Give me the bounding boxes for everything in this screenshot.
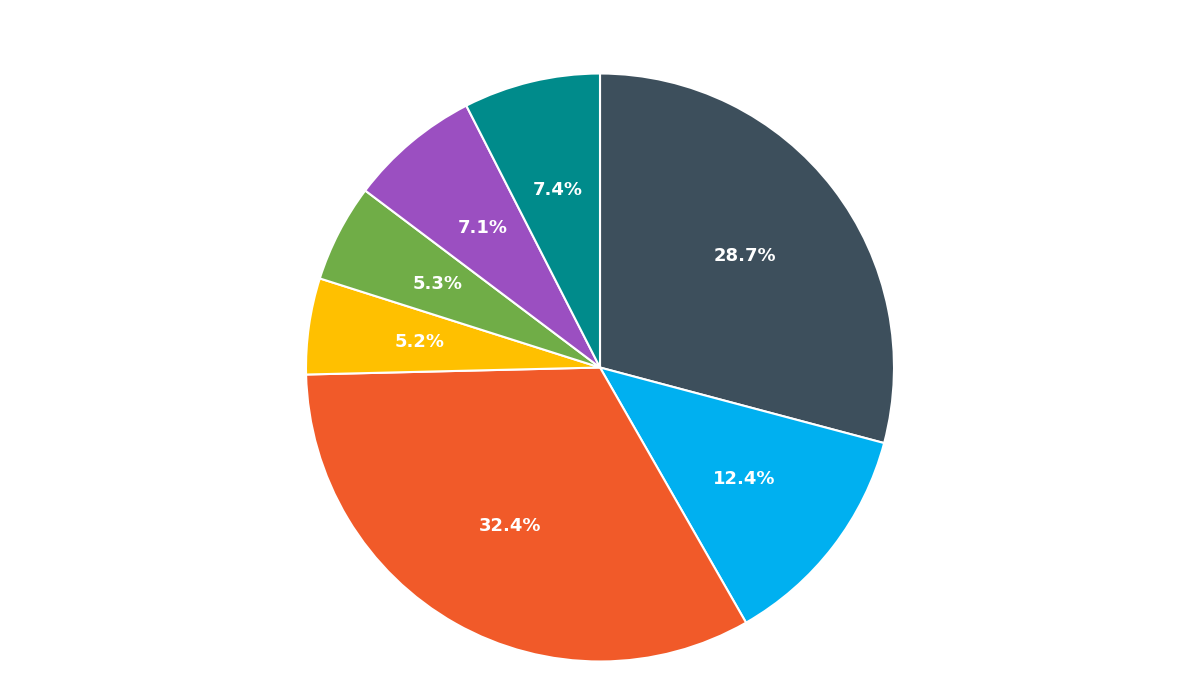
Text: 28.7%: 28.7% [713,247,776,265]
Wedge shape [306,368,746,662]
Wedge shape [467,74,600,368]
Text: 12.4%: 12.4% [713,470,775,488]
Text: 7.4%: 7.4% [533,181,582,200]
Wedge shape [365,106,600,368]
Wedge shape [320,190,600,368]
Wedge shape [600,74,894,443]
Text: 32.4%: 32.4% [479,517,541,536]
Wedge shape [306,279,600,374]
Text: 7.1%: 7.1% [457,219,508,237]
Wedge shape [600,368,884,623]
Text: 5.2%: 5.2% [395,332,444,351]
Text: 5.3%: 5.3% [413,275,463,293]
